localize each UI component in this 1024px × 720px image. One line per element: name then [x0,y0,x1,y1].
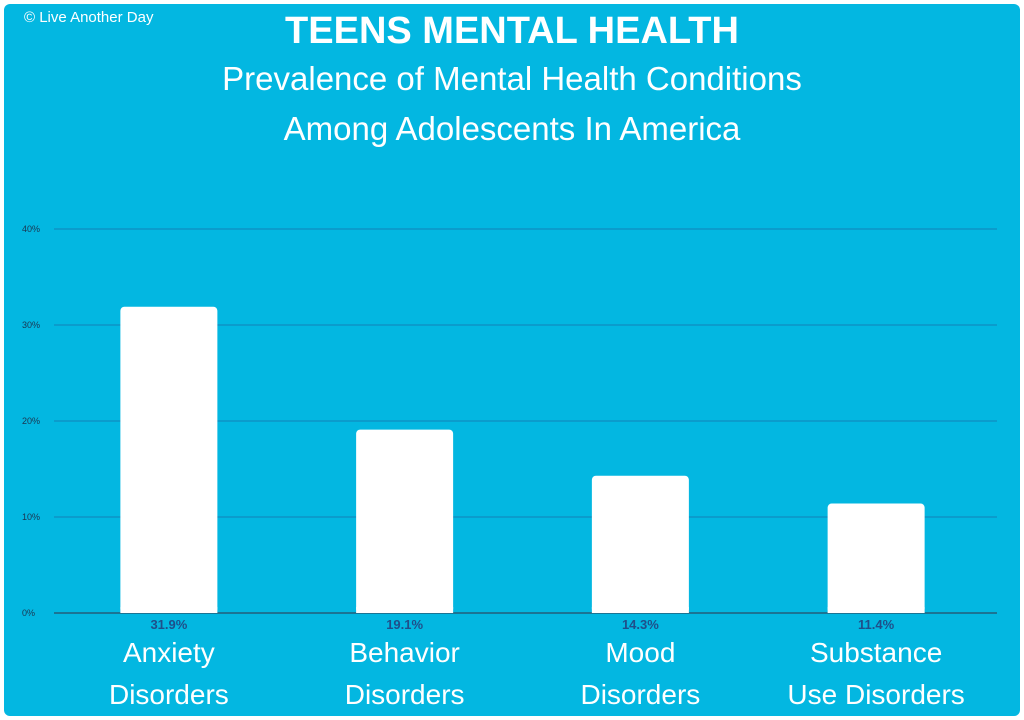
bar-chart: 0% 10% 20% 30% 40% 31.9% Anxiety Disorders 19.1%… [22,224,997,710]
chart-title: TEENS MENTAL HEALTH [285,10,739,52]
category-label: Behavior [349,637,460,668]
subtitle-line-2: Among Adolescents In America [283,110,741,147]
y-tick-label: 40% [22,224,40,234]
subtitle-line-1: Prevalence of Mental Health Conditions [222,60,802,97]
chart-canvas: © Live Another Day TEENS MENTAL HEALTH P… [4,4,1020,716]
chart-subtitle: Prevalence of Mental Health Conditions A… [4,54,1020,154]
y-tick-label: 10% [22,512,40,522]
bar [120,306,218,613]
category-label: Substance [810,637,942,668]
bar-base [591,607,689,613]
category-label: Mood [605,637,675,668]
category-label: Disorders [109,679,229,710]
bar [591,475,689,613]
value-label: 19.1% [386,617,423,632]
category-label: Anxiety [123,637,215,668]
bar-base [827,607,925,613]
bar [356,429,454,613]
bar-base [356,607,454,613]
y-tick-label: 30% [22,320,40,330]
category-label: Disorders [580,679,700,710]
y-tick-label: 0% [22,608,35,618]
bar-base [120,607,218,613]
bar [827,503,925,613]
value-label: 31.9% [150,617,187,632]
value-label: 11.4% [858,617,895,632]
category-label: Use Disorders [787,679,964,710]
value-label: 14.3% [622,617,659,632]
copyright-text: © Live Another Day [24,9,154,26]
y-tick-label: 20% [22,416,40,426]
category-label: Disorders [345,679,465,710]
